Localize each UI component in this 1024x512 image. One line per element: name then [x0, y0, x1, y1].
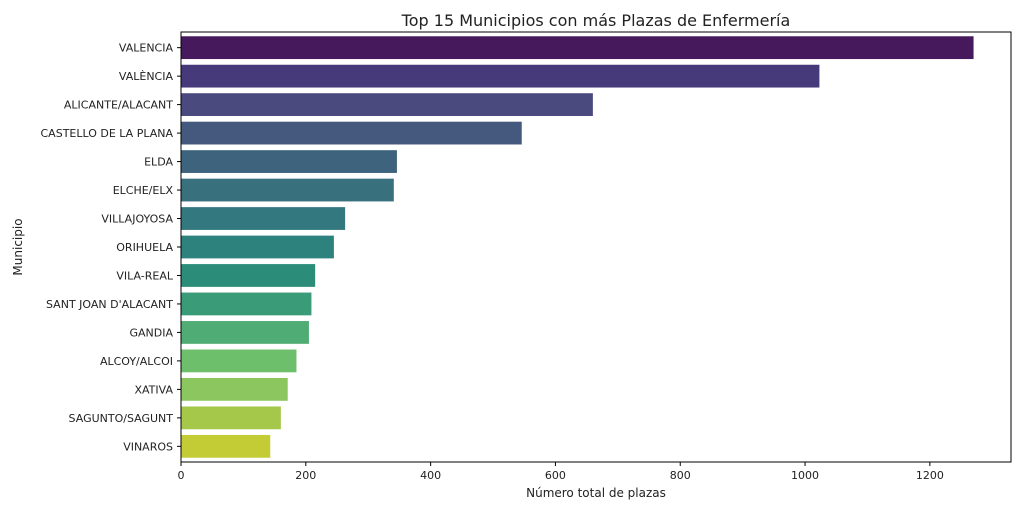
y-tick-label-2: ALICANTE/ALACANT — [64, 99, 173, 112]
bar-10 — [181, 321, 309, 344]
bar-2 — [181, 93, 593, 117]
bar-6 — [181, 207, 346, 230]
y-tick-label-0: VALENCIA — [119, 42, 174, 55]
x-tick-label-5: 1000 — [791, 469, 819, 482]
x-tick-label-6: 1200 — [916, 469, 944, 482]
bar-8 — [181, 264, 316, 287]
x-axis-label: Número total de plazas — [526, 486, 666, 500]
y-tick-label-7: ORIHUELA — [116, 241, 173, 254]
bar-13 — [181, 406, 281, 430]
x-tick-label-1: 200 — [295, 469, 316, 482]
y-tick-label-8: VILA-REAL — [116, 269, 174, 282]
bar-9 — [181, 292, 312, 316]
y-tick-label-6: VILLAJOYOSA — [101, 213, 173, 226]
y-tick-label-1: VALÈNCIA — [119, 70, 174, 83]
bar-4 — [181, 150, 397, 173]
y-tick-label-13: SAGUNTO/SAGUNT — [69, 412, 174, 425]
bar-3 — [181, 121, 522, 145]
bar-7 — [181, 235, 334, 259]
bar-11 — [181, 349, 297, 373]
y-tick-label-10: GANDIA — [129, 326, 173, 339]
bar-14 — [181, 434, 271, 458]
y-tick-label-9: SANT JOAN D'ALACANT — [46, 298, 173, 311]
bar-0 — [181, 36, 974, 60]
y-tick-label-5: ELCHE/ELX — [113, 184, 174, 197]
chart-title: Top 15 Municipios con más Plazas de Enfe… — [401, 11, 791, 30]
x-tick-label-0: 0 — [178, 469, 185, 482]
y-tick-label-12: XATIVA — [134, 383, 173, 396]
bar-5 — [181, 178, 394, 202]
y-tick-labels: VALENCIA VALÈNCIA ALICANTE/ALACANT CASTELLO… — [41, 42, 181, 453]
plot-frame — [180, 31, 1012, 463]
x-ticks: 0 200 400 600 800 1000 1200 — [178, 462, 944, 482]
x-tick-label-2: 400 — [420, 469, 441, 482]
y-tick-label-14: VINAROS — [123, 440, 173, 453]
y-axis-label: Municipio — [11, 218, 25, 275]
y-tick-label-4: ELDA — [144, 156, 173, 169]
bar-12 — [181, 377, 288, 401]
bars-group — [181, 36, 974, 458]
y-tick-label-3: CASTELLO DE LA PLANA — [41, 127, 174, 140]
bar-1 — [181, 64, 820, 88]
x-tick-label-4: 800 — [670, 469, 691, 482]
x-tick-label-3: 600 — [545, 469, 566, 482]
y-tick-label-11: ALCOY/ALCOI — [100, 355, 173, 368]
